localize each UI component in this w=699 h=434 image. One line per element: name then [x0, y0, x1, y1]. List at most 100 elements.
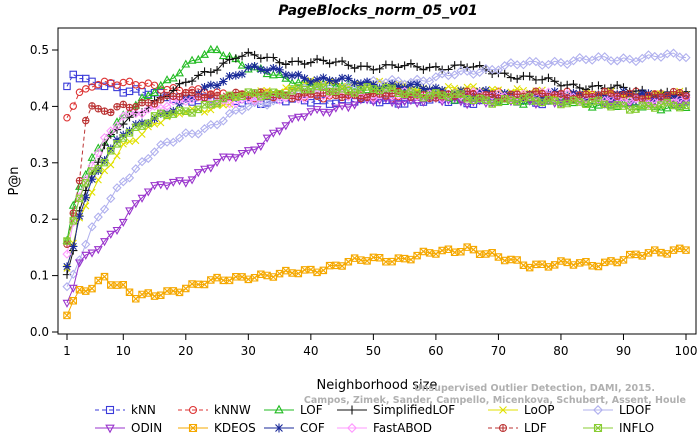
data-point [425, 63, 434, 72]
data-point [150, 87, 159, 97]
data-point [218, 153, 228, 162]
data-point [469, 245, 478, 254]
data-point [357, 94, 365, 103]
legend-label: FastABOD [373, 421, 432, 434]
data-point [407, 255, 415, 264]
data-point [612, 92, 622, 102]
data-point [662, 103, 672, 112]
data-point [106, 230, 116, 239]
data-point [650, 51, 660, 62]
data-point [287, 115, 297, 124]
legend-item-fastabod: FastABOD [337, 421, 432, 434]
data-point [338, 262, 346, 270]
data-point [550, 261, 559, 269]
data-point [375, 84, 384, 93]
data-point [94, 166, 103, 175]
legend-label: KDEOS [214, 421, 256, 434]
data-point [112, 117, 122, 126]
data-point [363, 257, 371, 265]
data-point [113, 81, 121, 89]
data-point [212, 158, 222, 168]
data-point [431, 62, 441, 71]
data-point [513, 97, 521, 106]
watermark-line-1: Unsupervised Outlier Detection, DAMI, 20… [414, 383, 655, 394]
data-point [163, 111, 171, 120]
data-point [87, 152, 97, 161]
data-point [582, 90, 590, 98]
data-point [406, 80, 416, 89]
data-point [125, 288, 134, 297]
legend-marker [499, 406, 507, 414]
data-point [143, 153, 153, 164]
data-point [243, 101, 253, 111]
data-point [225, 153, 235, 162]
data-point [625, 54, 635, 64]
x-tick-label: 80 [553, 344, 568, 358]
data-point [657, 101, 665, 109]
data-point [87, 249, 97, 258]
legend-item-knn: kNN [95, 403, 156, 417]
data-point [294, 93, 303, 101]
data-point [450, 248, 459, 257]
data-point [282, 91, 290, 99]
data-point [212, 120, 222, 130]
data-point [182, 284, 190, 293]
data-point [663, 250, 671, 258]
data-point [400, 100, 409, 108]
data-point [75, 88, 84, 97]
data-point [268, 129, 278, 138]
data-point [244, 48, 253, 57]
data-point [400, 61, 409, 70]
data-point [206, 80, 215, 90]
data-point [656, 105, 666, 114]
data-point [632, 93, 640, 101]
data-point [268, 70, 278, 79]
x-tick-label: 40 [303, 344, 318, 358]
data-point [650, 90, 659, 99]
data-point [88, 83, 96, 91]
data-point [356, 79, 366, 88]
data-point [500, 256, 509, 265]
data-point [75, 259, 84, 268]
data-point [143, 188, 153, 197]
data-point [169, 92, 178, 101]
data-point [125, 87, 134, 96]
legend-item-simplifiedlof: SimplifiedLOF [337, 403, 455, 417]
data-point [475, 67, 485, 77]
data-point [275, 58, 284, 67]
data-point [650, 246, 659, 254]
data-point [387, 80, 397, 89]
data-point [413, 251, 421, 260]
data-point [75, 212, 84, 221]
x-tick-label: 90 [616, 344, 631, 358]
data-point [513, 74, 522, 84]
y-tick-label: 0.0 [30, 325, 49, 339]
data-point [257, 92, 265, 101]
data-point [569, 261, 578, 269]
data-point [682, 101, 690, 110]
data-point [256, 99, 266, 109]
data-point [118, 177, 128, 187]
data-point [225, 276, 234, 285]
data-point [82, 287, 90, 295]
data-point [100, 107, 109, 115]
data-point [493, 65, 504, 75]
data-point [575, 91, 584, 99]
data-point [638, 252, 646, 260]
data-point [187, 129, 197, 139]
data-point [500, 69, 509, 78]
x-tick-label: 30 [241, 344, 256, 358]
data-point [106, 144, 115, 153]
data-point [81, 193, 90, 202]
data-point [594, 262, 603, 271]
data-point [419, 247, 428, 256]
data-point [206, 119, 216, 130]
data-point [307, 85, 315, 94]
data-point [150, 120, 159, 128]
data-point [113, 140, 121, 148]
data-point [600, 52, 610, 62]
data-point [281, 73, 291, 82]
legend-marker [105, 424, 115, 434]
data-point [343, 104, 353, 113]
data-point [263, 91, 271, 100]
